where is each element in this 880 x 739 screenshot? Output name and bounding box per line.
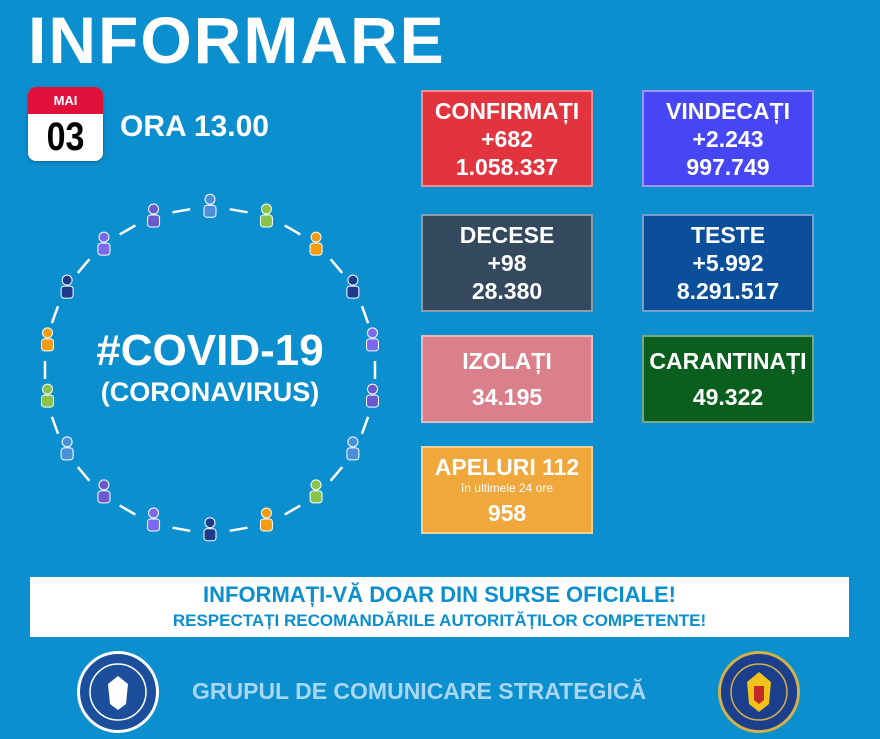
covid-hashtag: #COVID-19 (CORONAVIRUS) bbox=[55, 326, 365, 408]
person-icon bbox=[147, 203, 161, 228]
person-icon bbox=[97, 479, 111, 504]
stat-delta: +98 bbox=[487, 250, 527, 276]
stat-label: APELURI 112 bbox=[434, 454, 580, 480]
hashtag-line2: (CORONAVIRUS) bbox=[100, 377, 320, 407]
stat-vindecati: VINDECAȚI +2.243 997.749 bbox=[642, 90, 814, 187]
person-icon bbox=[346, 274, 360, 299]
calendar-icon: MAI 03 bbox=[28, 87, 103, 161]
arrow-icon bbox=[172, 207, 191, 214]
arrow-icon bbox=[229, 526, 248, 533]
hashtag-line1: #COVID-19 bbox=[96, 326, 324, 375]
people-circle-illustration bbox=[41, 193, 379, 542]
stat-delta: +682 bbox=[481, 125, 533, 152]
person-icon bbox=[259, 507, 273, 532]
arrow-icon bbox=[360, 416, 370, 435]
arrow-icon bbox=[360, 305, 370, 324]
stat-decese: DECESE +98 28.380 bbox=[421, 214, 593, 312]
stat-sublabel: în ultimele 24 ore bbox=[460, 481, 554, 495]
person-icon bbox=[41, 383, 55, 408]
stat-delta: +2.243 bbox=[692, 125, 764, 152]
person-icon bbox=[60, 436, 74, 461]
calendar-month: MAI bbox=[28, 87, 103, 114]
person-icon bbox=[41, 327, 55, 352]
stat-izolati: IZOLAȚI 34.195 bbox=[421, 335, 593, 423]
arrow-icon bbox=[172, 526, 191, 533]
stat-apeluri: APELURI 112 în ultimele 24 ore 958 bbox=[421, 446, 593, 534]
official-sources-banner: INFORMAȚI-VĂ DOAR DIN SURSE OFICIALE! RE… bbox=[30, 577, 849, 637]
stat-delta: +5.992 bbox=[692, 250, 764, 276]
arrow-icon bbox=[284, 224, 301, 236]
arrow-icon bbox=[229, 207, 248, 214]
stat-total: 958 bbox=[487, 500, 527, 526]
person-icon bbox=[259, 203, 273, 228]
arrow-icon bbox=[50, 305, 60, 324]
arrow-icon bbox=[119, 224, 136, 236]
arrow-icon bbox=[76, 466, 91, 482]
stat-label: VINDECAȚI bbox=[666, 97, 790, 124]
person-icon bbox=[203, 193, 217, 218]
person-icon bbox=[60, 274, 74, 299]
person-icon bbox=[309, 231, 323, 256]
stat-total: 1.058.337 bbox=[455, 153, 559, 180]
footer-text: GRUPUL DE COMUNICARE STRATEGICĂ bbox=[192, 678, 647, 704]
government-logo bbox=[77, 651, 159, 733]
arrow-icon bbox=[119, 504, 136, 516]
person-icon bbox=[309, 479, 323, 504]
stat-total: 997.749 bbox=[686, 153, 770, 180]
stat-confirmati: CONFIRMAȚI +682 1.058.337 bbox=[421, 90, 593, 187]
stat-label: TESTE bbox=[690, 222, 766, 248]
report-time: ORA 13.00 bbox=[120, 110, 269, 143]
person-icon bbox=[365, 327, 379, 352]
stat-teste: TESTE +5.992 8.291.517 bbox=[642, 214, 814, 312]
stat-label: DECESE bbox=[459, 222, 555, 248]
stat-label: CONFIRMAȚI bbox=[434, 97, 580, 124]
stat-total: 49.322 bbox=[692, 384, 764, 410]
banner-line1: INFORMAȚI-VĂ DOAR DIN SURSE OFICIALE! bbox=[203, 582, 676, 607]
stat-total: 8.291.517 bbox=[676, 278, 780, 304]
stat-total: 34.195 bbox=[471, 384, 543, 410]
stat-label: CARANTINAȚI bbox=[649, 348, 807, 374]
page-title: INFORMARE bbox=[28, 3, 446, 77]
stat-total: 28.380 bbox=[471, 278, 543, 304]
banner-line2: RESPECTAȚI RECOMANDĂRILE AUTORITĂȚILOR C… bbox=[172, 611, 707, 630]
person-icon bbox=[346, 436, 360, 461]
person-icon bbox=[365, 383, 379, 408]
dsu-logo bbox=[718, 651, 800, 733]
arrow-icon bbox=[284, 504, 301, 516]
stat-label: IZOLAȚI bbox=[462, 348, 552, 374]
stat-carantinati: CARANTINAȚI 49.322 bbox=[642, 335, 814, 423]
person-icon bbox=[97, 231, 111, 256]
person-icon bbox=[203, 517, 217, 542]
person-icon bbox=[147, 507, 161, 532]
arrow-icon bbox=[76, 258, 91, 274]
arrow-icon bbox=[329, 258, 344, 274]
arrow-icon bbox=[329, 466, 344, 482]
calendar-day: 03 bbox=[46, 115, 85, 159]
arrow-icon bbox=[50, 416, 60, 435]
